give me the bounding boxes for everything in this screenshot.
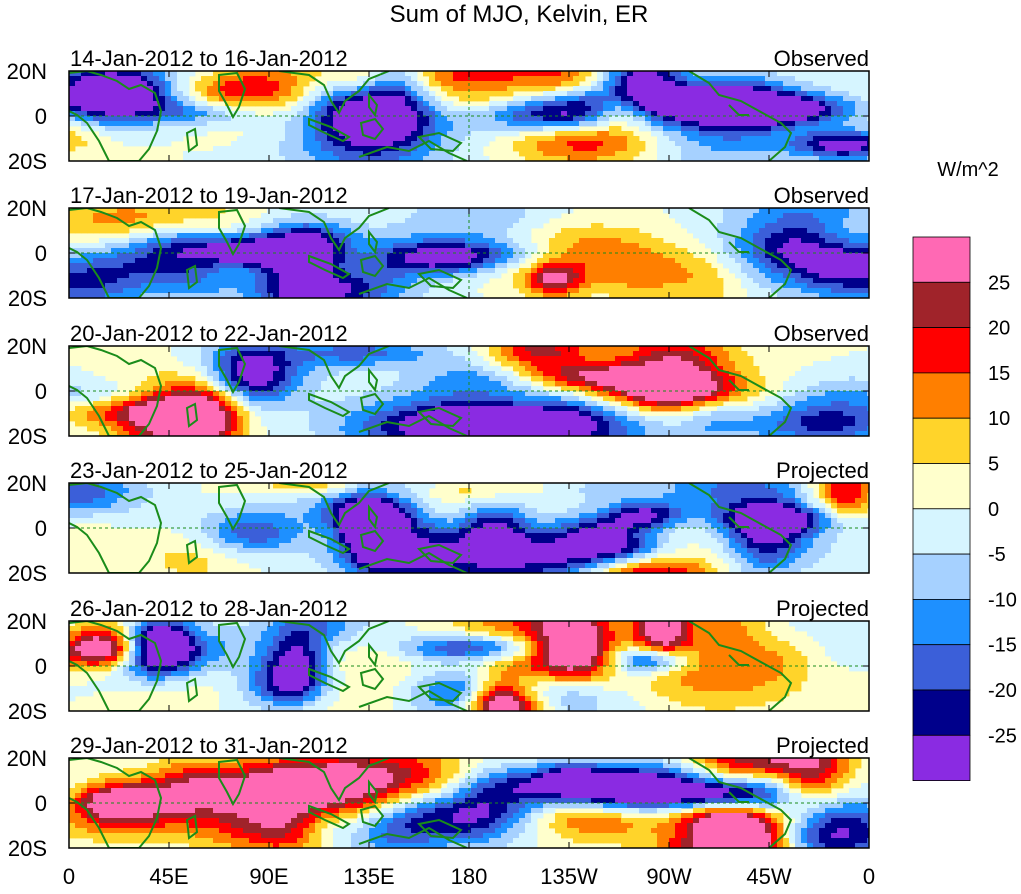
- x-tick-label: 0: [63, 864, 75, 889]
- x-tick-label: 90W: [646, 864, 691, 889]
- colorbar-label: 15: [988, 363, 1010, 385]
- y-tick-label: 20N: [7, 196, 47, 221]
- colorbar-swatch: [913, 509, 970, 554]
- panels: 20N 0 20S 14-Jan-2012 to 16-Jan-2012 Observe…: [7, 46, 874, 861]
- y-tick-label: 20S: [8, 561, 47, 586]
- panel: 20N 0 20S 29-Jan-2012 to 31-Jan-2012 Project…: [7, 733, 874, 861]
- y-tick-label: 0: [35, 379, 47, 404]
- y-tick-label: 20N: [7, 334, 47, 359]
- colorbar-label: -5: [988, 544, 1006, 566]
- panel-period: 17-Jan-2012 to 19-Jan-2012: [70, 183, 348, 208]
- x-tick-label: 0: [863, 864, 875, 889]
- x-tick-label: 45E: [149, 864, 188, 889]
- colorbar-swatch: [913, 599, 970, 644]
- colorbar-swatch: [913, 554, 970, 599]
- colorbar-swatch: [913, 328, 970, 373]
- x-tick-label: 90E: [249, 864, 288, 889]
- y-tick-label: 20S: [8, 286, 47, 311]
- x-tick-label: 135W: [540, 864, 598, 889]
- colorbar-label: 0: [988, 499, 999, 521]
- panel-period: 14-Jan-2012 to 16-Jan-2012: [70, 46, 348, 71]
- colorbar-swatch: [913, 690, 970, 735]
- panel-type: Projected: [776, 733, 869, 758]
- panel: 20N 0 20S 20-Jan-2012 to 22-Jan-2012 Observe…: [7, 321, 874, 449]
- y-tick-label: 20N: [7, 746, 47, 771]
- colorbar-label: 10: [988, 408, 1010, 430]
- panel-period: 26-Jan-2012 to 28-Jan-2012: [70, 596, 348, 621]
- y-tick-label: 0: [35, 104, 47, 129]
- colorbar: 25 20 15 10 5 0 -5 -10 -15 -20 -25: [913, 237, 1017, 781]
- colorbar-swatch: [913, 464, 970, 509]
- panel-type: Observed: [774, 183, 869, 208]
- x-tick-label: 180: [451, 864, 488, 889]
- x-axis: 0 45E 90E 135E 180 135W 90W 45W 0: [63, 864, 875, 889]
- y-tick-label: 20S: [8, 699, 47, 724]
- colorbar-swatch: [913, 735, 970, 780]
- colorbar-units: W/m^2: [937, 159, 999, 181]
- panel-period: 20-Jan-2012 to 22-Jan-2012: [70, 321, 348, 346]
- y-tick-label: 20S: [8, 149, 47, 174]
- y-tick-label: 0: [35, 791, 47, 816]
- colorbar-label: -25: [988, 725, 1017, 747]
- panel-period: 29-Jan-2012 to 31-Jan-2012: [70, 733, 348, 758]
- chart-title: Sum of MJO, Kelvin, ER: [390, 1, 649, 28]
- y-tick-label: 20S: [8, 424, 47, 449]
- colorbar-label: 5: [988, 454, 999, 476]
- colorbar-label: -20: [988, 680, 1017, 702]
- y-tick-label: 20N: [7, 609, 47, 634]
- colorbar-label: -10: [988, 589, 1017, 611]
- panel-type: Projected: [776, 458, 869, 483]
- y-tick-label: 0: [35, 241, 47, 266]
- y-tick-label: 0: [35, 654, 47, 679]
- colorbar-label: 20: [988, 318, 1010, 340]
- colorbar-swatch: [913, 373, 970, 418]
- panel-type: Observed: [774, 321, 869, 346]
- colorbar-swatch: [913, 282, 970, 327]
- colorbar-swatch: [913, 418, 970, 463]
- y-tick-label: 20N: [7, 59, 47, 84]
- panel-type: Observed: [774, 46, 869, 71]
- panel-period: 23-Jan-2012 to 25-Jan-2012: [70, 458, 348, 483]
- panel-type: Projected: [776, 596, 869, 621]
- y-tick-label: 20S: [8, 836, 47, 861]
- x-tick-label: 135E: [343, 864, 394, 889]
- x-tick-label: 45W: [746, 864, 791, 889]
- y-tick-label: 20N: [7, 471, 47, 496]
- panel: 20N 0 20S 23-Jan-2012 to 25-Jan-2012 Project…: [7, 458, 874, 586]
- panel: 20N 0 20S 26-Jan-2012 to 28-Jan-2012 Project…: [7, 596, 874, 724]
- colorbar-swatch: [913, 645, 970, 690]
- y-tick-label: 0: [35, 516, 47, 541]
- panel: 20N 0 20S 17-Jan-2012 to 19-Jan-2012 Observe…: [7, 183, 874, 311]
- panel: 20N 0 20S 14-Jan-2012 to 16-Jan-2012 Observe…: [7, 46, 874, 174]
- colorbar-label: 25: [988, 272, 1010, 294]
- colorbar-swatch: [913, 237, 970, 282]
- colorbar-label: -15: [988, 635, 1017, 657]
